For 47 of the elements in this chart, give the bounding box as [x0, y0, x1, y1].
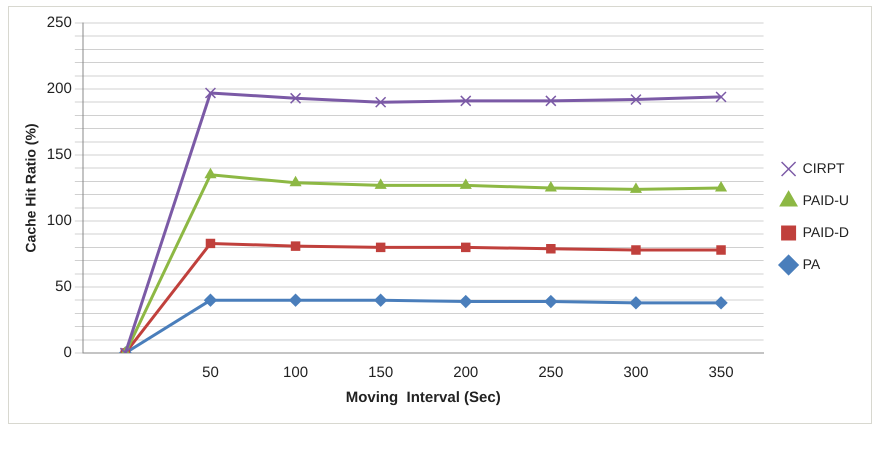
x-tick-label: 150 [368, 364, 394, 382]
point [714, 296, 728, 310]
point [290, 176, 302, 186]
y-tick-label: 200 [46, 80, 72, 98]
point [374, 96, 386, 108]
x-tick-label: 200 [453, 364, 478, 382]
point [629, 296, 642, 310]
y-tick-label: 250 [46, 14, 72, 32]
point [715, 91, 727, 103]
y-tick-label: 0 [63, 344, 72, 362]
y-tick-label: 50 [55, 278, 72, 296]
point [715, 182, 727, 192]
y-tick-label: 150 [46, 146, 72, 164]
legend-label: PAID-U [802, 192, 850, 208]
point [206, 238, 216, 248]
x-tick-label: 300 [623, 364, 648, 382]
point [460, 178, 472, 189]
x-tick-label: 50 [202, 364, 219, 382]
point [630, 94, 642, 106]
x-tick-label: 100 [283, 364, 308, 382]
point [545, 95, 557, 107]
point [630, 182, 642, 193]
legend-label: PAID-D [802, 224, 850, 240]
point [290, 241, 300, 251]
x-axis-title: Moving Interval (Sec) [346, 389, 501, 406]
point [631, 245, 641, 255]
point [204, 87, 216, 99]
point [460, 95, 472, 107]
point [289, 294, 302, 307]
point [376, 242, 386, 252]
point [461, 242, 470, 252]
point [716, 245, 726, 255]
x-tick-label: 350 [708, 364, 734, 382]
legend-label: PA [802, 256, 821, 272]
point [544, 295, 558, 308]
x-tick-label: 250 [538, 364, 564, 382]
y-tick-label: 100 [46, 212, 72, 230]
point [290, 92, 302, 104]
point [204, 168, 216, 178]
y-axis-title: Cache Hit Ratio (%) [22, 123, 38, 253]
point [546, 244, 556, 254]
point [374, 294, 388, 307]
legend-label: CIRPT [802, 160, 846, 176]
point [459, 295, 472, 308]
point [204, 294, 217, 307]
point [374, 178, 386, 189]
point [545, 182, 557, 192]
